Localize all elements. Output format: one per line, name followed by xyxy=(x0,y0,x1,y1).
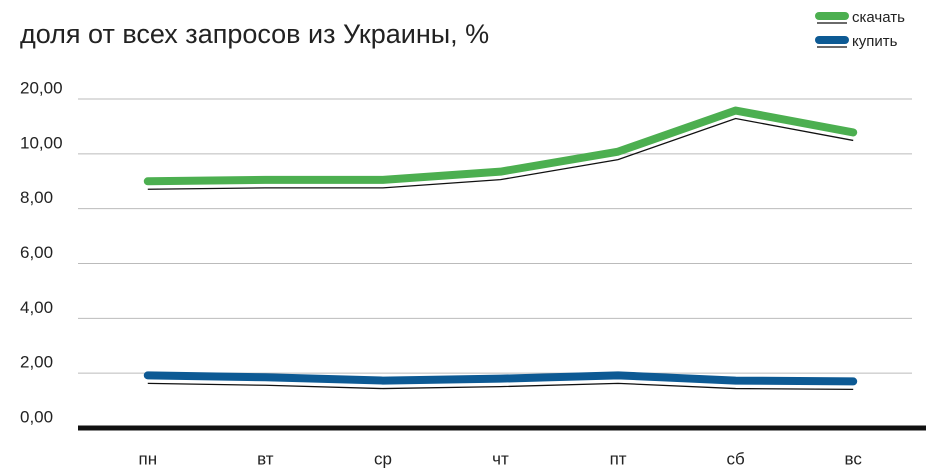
y-tick-label: 10,00 xyxy=(20,133,63,152)
line-shadow xyxy=(147,117,854,190)
x-tick-label: вс xyxy=(845,449,863,468)
x-tick-label: сб xyxy=(727,449,746,468)
chart-title: доля от всех запросов из Украины, % xyxy=(20,19,489,49)
line-shadow xyxy=(147,382,854,391)
legend-label: скачать xyxy=(852,9,905,26)
legend-label: купить xyxy=(852,33,898,50)
line xyxy=(143,371,858,386)
x-tick-label: ср xyxy=(374,449,392,468)
line xyxy=(143,106,858,186)
y-tick-label: 2,00 xyxy=(20,353,53,372)
x-tick-label: чт xyxy=(492,449,509,468)
x-tick-label: вт xyxy=(257,449,274,468)
y-tick-label: 6,00 xyxy=(20,243,53,262)
y-tick-label: 20,00 xyxy=(20,78,63,97)
x-tick-label: пт xyxy=(610,449,627,468)
y-tick-label: 0,00 xyxy=(20,407,53,426)
y-tick-label: 8,00 xyxy=(20,188,53,207)
y-tick-label: 4,00 xyxy=(20,298,53,317)
x-tick-label: пн xyxy=(138,449,157,468)
